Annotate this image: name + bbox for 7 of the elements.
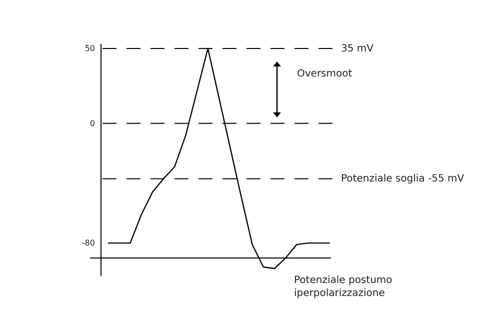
ref-line-label: 35 mV: [341, 43, 374, 54]
annotation: Potenziale postumo iperpolarizzazione: [294, 275, 392, 299]
annotation: Oversmoot: [297, 68, 352, 80]
ref-line-label: Potenziale soglia -55 mV: [341, 174, 464, 185]
y-tick-label: 0: [90, 118, 95, 128]
y-tick-label: -80: [82, 238, 95, 248]
y-tick-label: 50: [84, 44, 95, 54]
